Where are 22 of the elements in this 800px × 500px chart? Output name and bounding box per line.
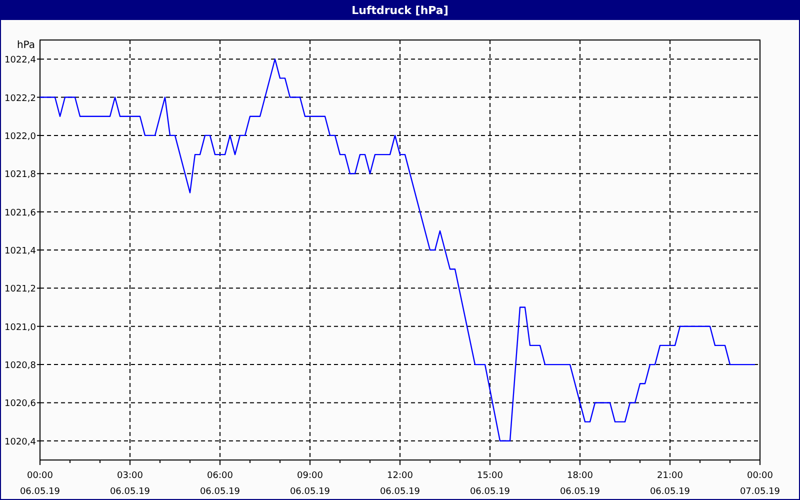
y-tick-label: 1022,0 [4, 132, 36, 142]
y-tick-label: 1021,4 [4, 246, 36, 256]
y-tick-label: 1020,6 [4, 399, 36, 410]
x-tick-label: 18:00 06.05.19 [560, 471, 600, 497]
x-tick-label: 15:00 06.05.19 [470, 471, 510, 497]
x-tick-label: 03:00 06.05.19 [110, 471, 150, 497]
y-tick-label: 1021,8 [4, 170, 36, 180]
y-tick-label: 1021,0 [4, 322, 36, 333]
y-tick-label: 1022,2 [4, 94, 36, 104]
x-tick-label: 09:00 06.05.19 [290, 471, 330, 497]
y-tick-label: 1021,6 [4, 208, 36, 218]
x-tick-label: 00:00 07.05.19 [740, 471, 780, 497]
y-tick-label: 1021,2 [4, 284, 36, 295]
chart-title: Luftdruck [hPa] [352, 4, 448, 17]
x-tick-label: 12:00 06.05.19 [380, 471, 420, 497]
x-tick-label: 21:00 06.05.19 [650, 471, 690, 497]
x-tick-label: 06:00 06.05.19 [200, 471, 240, 497]
y-tick-label: 1020,4 [4, 437, 36, 448]
y-tick-label: 1020,8 [4, 361, 36, 372]
y-axis-title: hPa [16, 40, 35, 51]
y-tick-label: 1022,4 [4, 56, 36, 66]
x-tick-label: 00:00 06.05.19 [20, 471, 60, 497]
